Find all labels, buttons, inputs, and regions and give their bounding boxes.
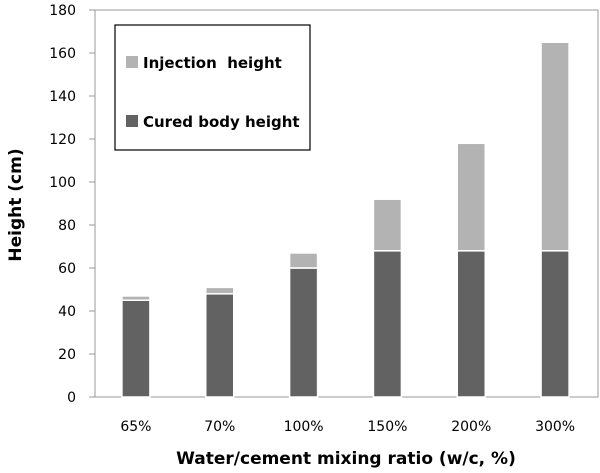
bar-segment-injection-height: [456, 142, 486, 252]
x-axis-title: Water/cement mixing ratio (w/c, %): [176, 449, 516, 469]
bar-segment-cured-body-height: [372, 250, 403, 398]
x-tick-label: 300%: [535, 419, 575, 435]
y-axis-title: Height (cm): [6, 148, 26, 261]
bar-segment-injection-height: [372, 198, 403, 252]
x-tick-label: 70%: [204, 419, 235, 435]
bar-segment-cured-body-height: [288, 267, 319, 398]
legend-swatch-cured-body-height: [126, 115, 138, 127]
legend-swatch-injection-height: [126, 56, 138, 68]
x-tick-label: 100%: [284, 419, 324, 435]
x-tick-label: 150%: [367, 419, 407, 435]
y-tick-label: 140: [49, 89, 76, 105]
legend: Injection height Cured body height: [114, 24, 311, 151]
x-axis-ticks: 65% 70% 100% 150% 200% 300%: [120, 419, 575, 435]
y-tick-label: 40: [58, 304, 76, 320]
y-tick-label: 180: [49, 3, 76, 19]
y-tick-label: 100: [49, 175, 76, 191]
y-axis-ticks: 0 20 40 60 80 100 120 140 160 180: [49, 3, 95, 406]
y-tick-label: 60: [58, 261, 76, 277]
y-tick-label: 120: [49, 132, 76, 148]
x-tick-label: 65%: [120, 419, 151, 435]
bar-segment-injection-height: [540, 41, 570, 252]
y-tick-label: 20: [58, 347, 76, 363]
legend-label-cured-body-height: Cured body height: [143, 113, 300, 131]
bar-segment-injection-height: [288, 252, 319, 269]
bar-segment-injection-height: [121, 295, 151, 302]
bar-segment-cured-body-height: [540, 250, 570, 398]
bar-segment-cured-body-height: [205, 293, 235, 398]
bars: [121, 41, 570, 398]
x-tick-label: 200%: [451, 419, 491, 435]
y-tick-label: 0: [67, 390, 76, 406]
y-tick-label: 80: [58, 218, 76, 234]
bar-segment-injection-height: [205, 286, 235, 295]
bar-segment-cured-body-height: [121, 299, 151, 398]
bar-segment-cured-body-height: [456, 250, 486, 398]
y-tick-label: 160: [49, 46, 76, 62]
legend-box: [114, 24, 311, 151]
legend-label-injection-height: Injection height: [143, 54, 282, 72]
